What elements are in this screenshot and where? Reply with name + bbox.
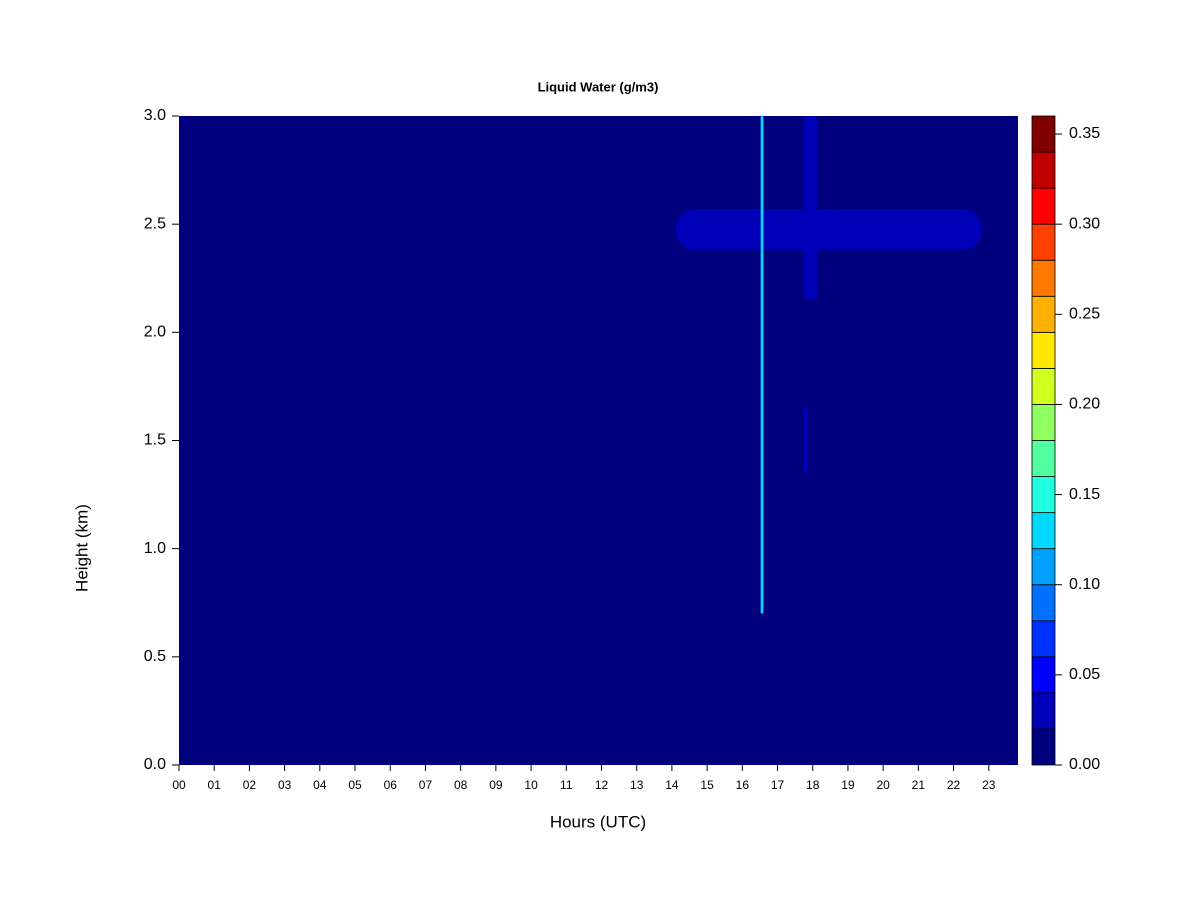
colorbar-band — [1031, 512, 1056, 550]
colorbar-band — [1031, 404, 1056, 441]
x-tick-label: 11 — [560, 778, 573, 792]
colorbar-band — [1031, 367, 1056, 405]
x-tick-label: 01 — [208, 778, 222, 792]
colorbar-band — [1031, 656, 1056, 694]
colorbar-band — [1031, 295, 1056, 333]
x-tick-label: 12 — [595, 778, 609, 792]
x-axis-label: Hours (UTC) — [550, 812, 646, 831]
colorbar-tick-label: 0.30 — [1069, 215, 1100, 232]
y-tick-label: 2.5 — [144, 215, 166, 232]
y-tick-label: 0.5 — [144, 648, 166, 665]
colorbar-tick-label: 0.00 — [1069, 756, 1100, 773]
x-tick-label: 00 — [172, 778, 186, 792]
contour-cell — [803, 116, 819, 300]
colorbar-tick-label: 0.20 — [1069, 396, 1100, 413]
y-tick-label: 2.0 — [144, 324, 166, 341]
x-tick-label: 13 — [630, 778, 644, 792]
x-tick-label: 19 — [841, 778, 855, 792]
x-tick-label: 23 — [982, 778, 996, 792]
colorbar-tick-label: 0.05 — [1069, 666, 1100, 683]
x-tick-label: 14 — [665, 778, 679, 792]
x-tick-label: 04 — [313, 778, 327, 792]
contour-cell — [675, 209, 982, 251]
x-tick-label: 09 — [489, 778, 503, 792]
colorbar-tick-label: 0.25 — [1069, 306, 1100, 323]
x-tick-label: 22 — [947, 778, 961, 792]
colorbar-tick-label: 0.35 — [1069, 125, 1100, 142]
y-tick-label: 1.0 — [144, 540, 166, 557]
x-tick-label: 21 — [912, 778, 926, 792]
x-tick-label: 06 — [384, 778, 398, 792]
y-axis-label: Height (km) — [72, 504, 91, 592]
colorbar-band — [1031, 151, 1056, 189]
x-tick-label: 05 — [348, 778, 362, 792]
chart-title: Liquid Water (g/m3) — [538, 79, 659, 94]
x-tick-label: 03 — [278, 778, 292, 792]
colorbar-tick-label: 0.10 — [1069, 576, 1100, 593]
colorbar-band — [1031, 620, 1056, 658]
x-tick-label: 02 — [243, 778, 257, 792]
colorbar-band — [1031, 223, 1056, 261]
y-tick-label: 0.0 — [144, 756, 166, 773]
x-tick-label: 20 — [876, 778, 890, 792]
colorbar-band — [1031, 548, 1056, 586]
x-tick-label: 15 — [700, 778, 714, 792]
colorbar-band — [1031, 584, 1056, 622]
y-tick-label: 3.0 — [144, 107, 166, 124]
x-tick-label: 16 — [736, 778, 750, 792]
colorbar-band — [1031, 187, 1056, 225]
colorbar-band — [1031, 476, 1056, 514]
colorbar-band — [1031, 440, 1056, 477]
colorbar-band — [1031, 728, 1056, 766]
x-tick-label: 17 — [771, 778, 785, 792]
colorbar-band — [1031, 692, 1056, 730]
contour-cell — [803, 408, 808, 473]
x-tick-label: 08 — [454, 778, 468, 792]
colorbar-band — [1031, 331, 1056, 369]
x-tick-label: 18 — [806, 778, 820, 792]
colorbar-tick-label: 0.15 — [1069, 486, 1100, 503]
x-tick-label: 10 — [524, 778, 538, 792]
x-tick-label: 07 — [419, 778, 433, 792]
contour-cell — [760, 116, 764, 614]
colorbar-band — [1031, 115, 1056, 153]
colorbar-band — [1031, 259, 1056, 297]
y-tick-label: 1.5 — [144, 432, 166, 449]
